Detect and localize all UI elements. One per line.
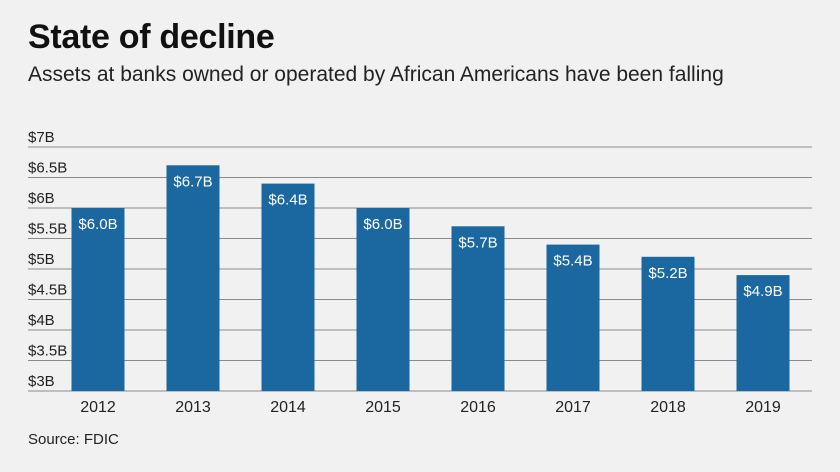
y-tick-label: $4.5B (28, 282, 67, 299)
bars (71, 165, 790, 391)
bar (451, 226, 505, 391)
x-tick-label: 2019 (745, 399, 781, 416)
x-tick-label: 2015 (365, 399, 401, 416)
x-tick-label: 2017 (555, 399, 591, 416)
data-label: $6.0B (363, 216, 402, 233)
data-label: $5.2B (648, 265, 687, 282)
x-tick-label: 2014 (270, 399, 306, 416)
y-tick-label: $4B (28, 312, 55, 329)
data-label: $5.4B (553, 253, 592, 270)
bar (736, 275, 790, 391)
y-axis-ticks: $3B $3.5B $4B $4.5B $5B $5.5B $6B $6.5B $7B (28, 129, 67, 390)
bar (261, 183, 315, 391)
x-tick-label: 2012 (80, 399, 116, 416)
y-tick-label: $6.5B (28, 160, 67, 177)
x-tick-label: 2018 (650, 399, 686, 416)
y-tick-label: $5B (28, 251, 55, 268)
x-tick-label: 2013 (175, 399, 211, 416)
source-note: Source: FDIC (28, 431, 119, 448)
data-label: $5.7B (458, 234, 497, 251)
y-tick-label: $7B (28, 129, 55, 146)
y-tick-label: $3.5B (28, 343, 67, 360)
y-tick-label: $6B (28, 190, 55, 207)
bar (641, 256, 695, 391)
chart-subtitle: Assets at banks owned or operated by Afr… (28, 63, 724, 86)
bar (546, 244, 600, 391)
bar (356, 208, 410, 391)
y-tick-label: $5.5B (28, 221, 67, 238)
data-label: $6.4B (268, 192, 307, 209)
x-axis-ticks: 2012 2013 2014 2015 2016 2017 2018 2019 (80, 399, 781, 416)
bar (71, 208, 125, 391)
data-label: $6.0B (78, 216, 117, 233)
data-label: $6.7B (173, 173, 212, 190)
x-tick-label: 2016 (460, 399, 496, 416)
data-label: $4.9B (743, 283, 782, 300)
y-tick-label: $3B (28, 373, 55, 390)
bar (166, 165, 220, 391)
data-labels: $6.0B $6.7B $6.4B $6.0B $5.7B $5.4B $5.2B $4.9B (78, 173, 782, 300)
chart-title: State of decline (28, 18, 275, 56)
